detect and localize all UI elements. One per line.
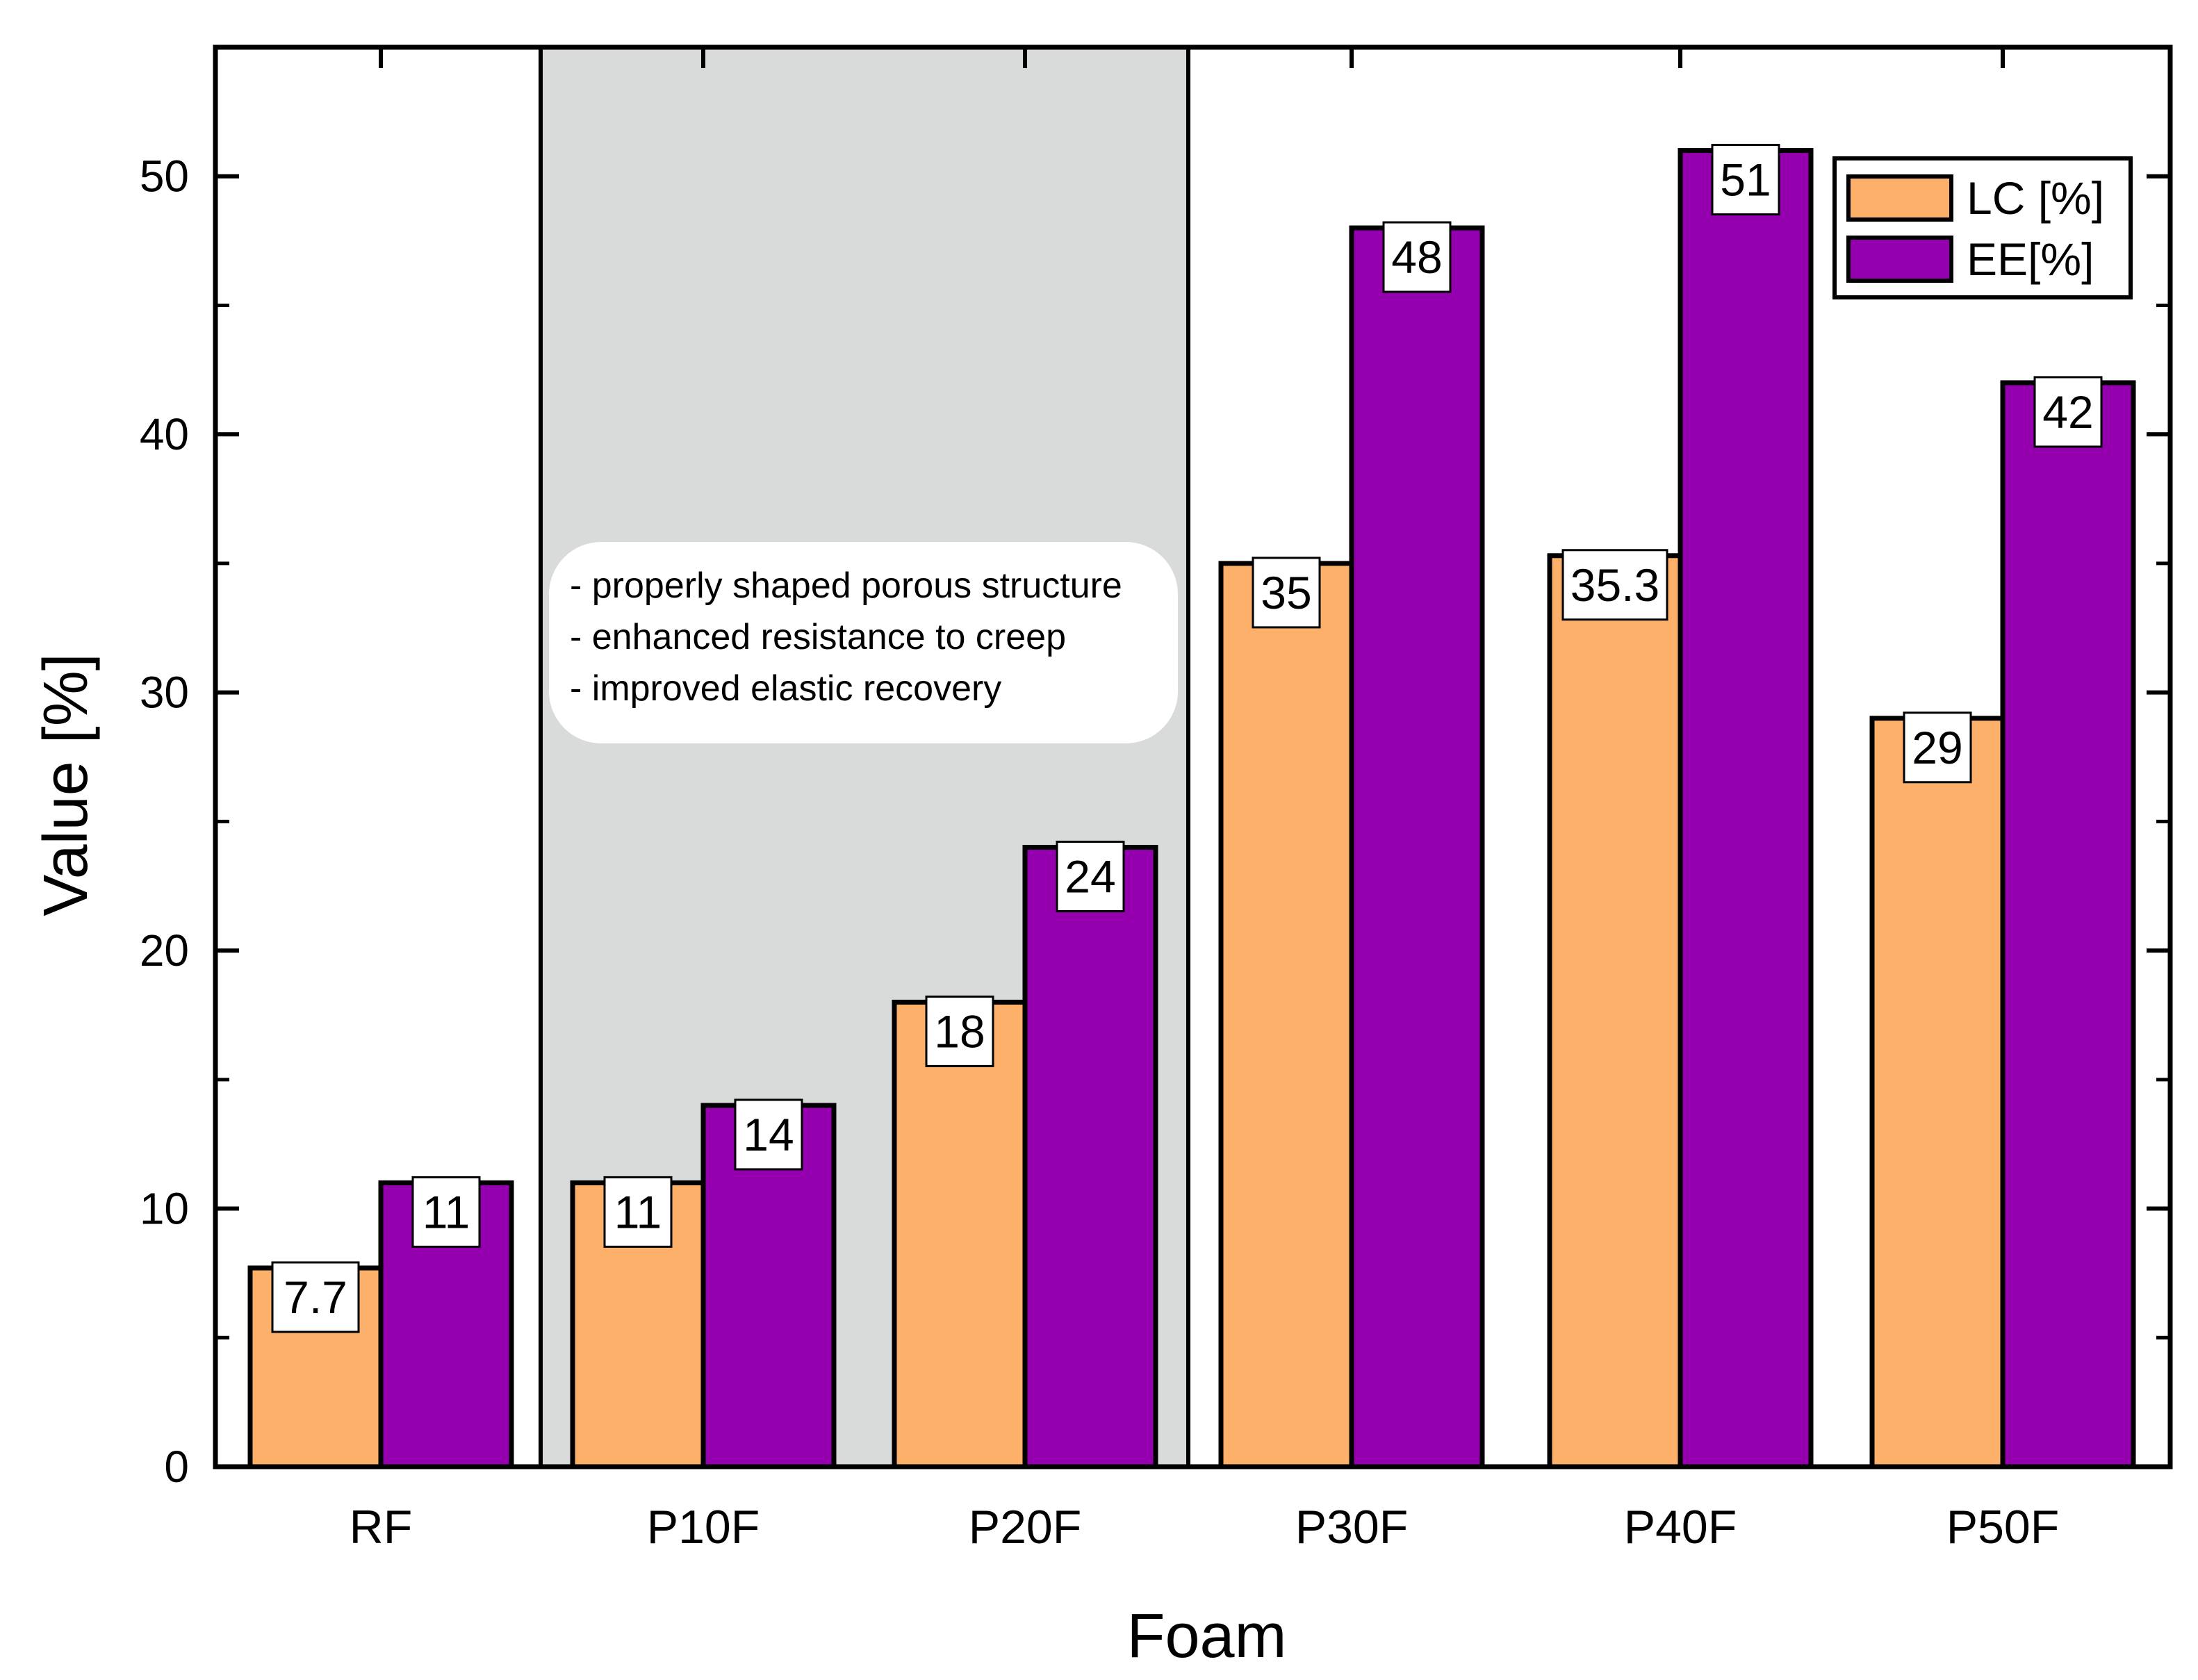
bar-lc-p50f (1869, 716, 2006, 1469)
data-label-box (734, 1098, 803, 1171)
annotation-box (549, 542, 1178, 743)
data-label-box (1561, 549, 1668, 621)
data-label-box (1903, 711, 1972, 784)
data-label-lc-p10f: 11 (614, 1186, 662, 1237)
data-label-box (2033, 376, 2103, 448)
data-label-box (1382, 221, 1452, 293)
data-label-ee-p10f: 14 (743, 1109, 794, 1160)
bar-lc-p30f (1218, 561, 1354, 1469)
bar-ee-p50f (2000, 380, 2136, 1469)
data-label-lc-p50f: 29 (1912, 722, 1962, 773)
x-category-label: P30F (1295, 1501, 1409, 1554)
data-label-ee-p50f: 42 (2042, 386, 2093, 438)
data-label-ee-p40f: 51 (1720, 154, 1771, 206)
data-label-ee-p30f: 48 (1391, 231, 1442, 283)
x-category-label: P10F (647, 1501, 760, 1554)
y-tick-label: 50 (140, 151, 189, 201)
legend-label-ee: EE[%] (1967, 233, 2094, 285)
bar-ee-p20f (1022, 845, 1158, 1469)
data-label-lc-p30f: 35 (1261, 567, 1311, 618)
data-label-lc-rf: 7.7 (284, 1271, 347, 1323)
y-tick-label: 20 (140, 925, 189, 975)
plot-frame (213, 44, 2173, 1469)
data-label-box (1252, 557, 1321, 629)
x-category-label: P20F (969, 1501, 1082, 1554)
data-label-ee-rf: 11 (423, 1186, 470, 1237)
data-label-lc-p20f: 18 (934, 1005, 985, 1057)
x-axis-title: Foam (1126, 1601, 1286, 1671)
annotation-line: - improved elastic recovery (570, 668, 1001, 709)
y-tick-label: 0 (164, 1442, 189, 1492)
legend-swatch-lc (1846, 174, 1953, 222)
data-label-box (271, 1261, 360, 1333)
data-label-box (1056, 841, 1125, 913)
y-tick-label: 40 (140, 409, 189, 459)
bar-lc-p20f (892, 999, 1028, 1469)
data-label-lc-p40f: 35.3 (1570, 559, 1659, 611)
y-axis-title: Value [%] (31, 653, 101, 916)
legend-label-lc: LC [%] (1967, 172, 2104, 224)
legend-swatch-ee (1846, 236, 1953, 283)
bar-ee-p40f (1678, 148, 1814, 1469)
data-label-box (411, 1176, 481, 1248)
data-label-ee-p20f: 24 (1065, 851, 1115, 903)
y-tick-label: 10 (140, 1184, 189, 1234)
x-category-label: RF (350, 1501, 413, 1554)
bar-ee-p30f (1349, 225, 1485, 1469)
data-label-box (925, 995, 994, 1067)
data-label-box (1711, 144, 1780, 216)
x-category-label: P40F (1624, 1501, 1737, 1554)
x-category-label: P50F (1946, 1501, 2060, 1554)
data-label-box (603, 1176, 673, 1248)
bar-lc-p40f (1547, 553, 1683, 1469)
y-tick-label: 30 (140, 668, 189, 718)
annotation-line: - enhanced resistance to creep (570, 617, 1066, 657)
annotation-line: - properly shaped porous structure (570, 566, 1122, 606)
